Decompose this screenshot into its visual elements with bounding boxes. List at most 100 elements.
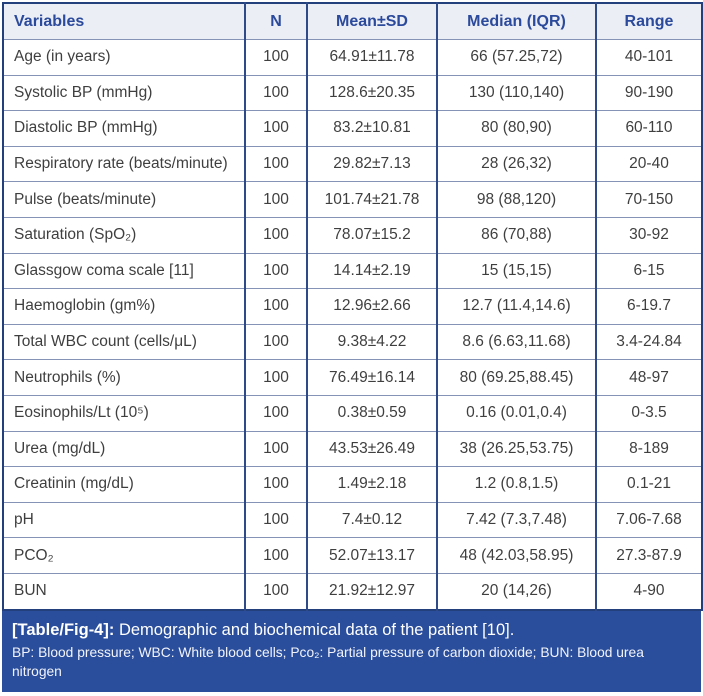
cell-median_iqr: 8.6 (6.63,11.68) bbox=[436, 323, 596, 360]
cell-median_iqr: 66 (57.25,72) bbox=[436, 39, 596, 76]
table-row: Respiratory rate (beats/minute) 100 29.82±… bbox=[3, 145, 702, 182]
cell-median_iqr: 20 (14,26) bbox=[436, 572, 596, 610]
cell-n: 100 bbox=[244, 181, 307, 218]
column-header-variable: Variables bbox=[3, 3, 245, 40]
caption-text: Demographic and biochemical data of the … bbox=[118, 620, 515, 639]
cell-range: 70-150 bbox=[595, 181, 702, 218]
cell-range: 27.3-87.9 bbox=[595, 537, 702, 574]
cell-median_iqr: 0.16 (0.01,0.4) bbox=[436, 394, 596, 432]
cell-variable: Pulse (beats/minute) bbox=[3, 181, 245, 218]
caption-label: [Table/Fig-4]: bbox=[12, 620, 115, 639]
table-row: Glassgow coma scale [11] 100 14.14±2.19 15 … bbox=[3, 252, 702, 289]
cell-n: 100 bbox=[244, 537, 307, 574]
caption-line: [Table/Fig-4]: Demographic and biochemic… bbox=[12, 619, 689, 641]
cell-mean_sd: 12.96±2.66 bbox=[306, 288, 437, 325]
cell-range: 7.06-7.68 bbox=[595, 501, 702, 538]
table-row: BUN 100 21.92±12.97 20 (14,26) 4-90 bbox=[3, 572, 702, 610]
table-row: Pulse (beats/minute) 100 101.74±21.78 98 (8… bbox=[3, 181, 702, 218]
cell-range: 0.1-21 bbox=[595, 466, 702, 503]
table-header-row: Variables N Mean±SD Median (IQR) Range bbox=[3, 3, 702, 40]
cell-n: 100 bbox=[244, 216, 307, 254]
cell-range: 48-97 bbox=[595, 359, 702, 396]
cell-n: 100 bbox=[244, 74, 307, 111]
table-row: PCO₂ 100 52.07±13.17 48 (42.03,58.95) 27.3-8… bbox=[3, 537, 702, 574]
table-body: Age (in years) 100 64.91±11.78 66 (57.25,72… bbox=[3, 39, 702, 610]
cell-median_iqr: 80 (69.25,88.45) bbox=[436, 359, 596, 396]
cell-variable: BUN bbox=[3, 572, 245, 610]
table-row: Total WBC count (cells/μL) 100 9.38±4.22 8.… bbox=[3, 323, 702, 360]
cell-range: 4-90 bbox=[595, 572, 702, 610]
cell-mean_sd: 7.4±0.12 bbox=[306, 501, 437, 538]
cell-n: 100 bbox=[244, 288, 307, 325]
cell-n: 100 bbox=[244, 394, 307, 432]
table-row: Urea (mg/dL) 100 43.53±26.49 38 (26.25,53.7… bbox=[3, 430, 702, 467]
table-row: pH 100 7.4±0.12 7.42 (7.3,7.48) 7.06-7.68 bbox=[3, 501, 702, 538]
cell-n: 100 bbox=[244, 252, 307, 289]
cell-range: 60-110 bbox=[595, 110, 702, 147]
cell-n: 100 bbox=[244, 501, 307, 538]
column-header-n: N bbox=[244, 3, 307, 40]
cell-n: 100 bbox=[244, 572, 307, 610]
cell-variable: PCO₂ bbox=[3, 537, 245, 574]
cell-variable: Eosinophils/Lt (10⁵) bbox=[3, 394, 245, 432]
cell-median_iqr: 12.7 (11.4,14.6) bbox=[436, 288, 596, 325]
cell-variable: Neutrophils (%) bbox=[3, 359, 245, 396]
table-row: Haemoglobin (gm%) 100 12.96±2.66 12.7 (11.4… bbox=[3, 288, 702, 325]
cell-variable: Systolic BP (mmHg) bbox=[3, 74, 245, 111]
table-row: Saturation (SpO₂) 100 78.07±15.2 86 (70,88)… bbox=[3, 216, 702, 254]
cell-mean_sd: 128.6±20.35 bbox=[306, 74, 437, 111]
data-table: Variables N Mean±SD Median (IQR) Range Age (… bbox=[2, 2, 703, 611]
cell-median_iqr: 7.42 (7.3,7.48) bbox=[436, 501, 596, 538]
column-header-median_iqr: Median (IQR) bbox=[436, 3, 596, 40]
cell-mean_sd: 43.53±26.49 bbox=[306, 430, 437, 467]
table-row: Eosinophils/Lt (10⁵) 100 0.38±0.59 0.16 (0.… bbox=[3, 394, 702, 432]
cell-range: 8-189 bbox=[595, 430, 702, 467]
cell-mean_sd: 101.74±21.78 bbox=[306, 181, 437, 218]
cell-n: 100 bbox=[244, 145, 307, 182]
cell-median_iqr: 28 (26,32) bbox=[436, 145, 596, 182]
column-header-mean_sd: Mean±SD bbox=[306, 3, 437, 40]
cell-mean_sd: 0.38±0.59 bbox=[306, 394, 437, 432]
cell-variable: Respiratory rate (beats/minute) bbox=[3, 145, 245, 182]
cell-median_iqr: 1.2 (0.8,1.5) bbox=[436, 466, 596, 503]
table-row: Systolic BP (mmHg) 100 128.6±20.35 130 (110… bbox=[3, 74, 702, 111]
cell-mean_sd: 1.49±2.18 bbox=[306, 466, 437, 503]
cell-variable: Diastolic BP (mmHg) bbox=[3, 110, 245, 147]
cell-variable: Age (in years) bbox=[3, 39, 245, 76]
cell-median_iqr: 15 (15,15) bbox=[436, 252, 596, 289]
cell-variable: Saturation (SpO₂) bbox=[3, 216, 245, 254]
cell-n: 100 bbox=[244, 39, 307, 76]
cell-n: 100 bbox=[244, 430, 307, 467]
cell-range: 6-15 bbox=[595, 252, 702, 289]
cell-range: 30-92 bbox=[595, 216, 702, 254]
cell-median_iqr: 130 (110,140) bbox=[436, 74, 596, 111]
cell-median_iqr: 86 (70,88) bbox=[436, 216, 596, 254]
cell-variable: Urea (mg/dL) bbox=[3, 430, 245, 467]
column-header-range: Range bbox=[595, 3, 702, 40]
table-head: Variables N Mean±SD Median (IQR) Range bbox=[3, 3, 702, 40]
cell-range: 40-101 bbox=[595, 39, 702, 76]
cell-variable: pH bbox=[3, 501, 245, 538]
cell-median_iqr: 48 (42.03,58.95) bbox=[436, 537, 596, 574]
cell-range: 0-3.5 bbox=[595, 394, 702, 432]
cell-mean_sd: 14.14±2.19 bbox=[306, 252, 437, 289]
cell-mean_sd: 29.82±7.13 bbox=[306, 145, 437, 182]
cell-mean_sd: 52.07±13.17 bbox=[306, 537, 437, 574]
table-row: Age (in years) 100 64.91±11.78 66 (57.25,72… bbox=[3, 39, 702, 76]
cell-mean_sd: 83.2±10.81 bbox=[306, 110, 437, 147]
cell-variable: Creatinin (mg/dL) bbox=[3, 466, 245, 503]
cell-mean_sd: 76.49±16.14 bbox=[306, 359, 437, 396]
cell-mean_sd: 21.92±12.97 bbox=[306, 572, 437, 610]
cell-variable: Total WBC count (cells/μL) bbox=[3, 323, 245, 360]
cell-range: 6-19.7 bbox=[595, 288, 702, 325]
cell-median_iqr: 38 (26.25,53.75) bbox=[436, 430, 596, 467]
cell-range: 20-40 bbox=[595, 145, 702, 182]
cell-mean_sd: 64.91±11.78 bbox=[306, 39, 437, 76]
cell-n: 100 bbox=[244, 323, 307, 360]
cell-n: 100 bbox=[244, 466, 307, 503]
cell-range: 3.4-24.84 bbox=[595, 323, 702, 360]
cell-median_iqr: 80 (80,90) bbox=[436, 110, 596, 147]
cell-range: 90-190 bbox=[595, 74, 702, 111]
table-row: Diastolic BP (mmHg) 100 83.2±10.81 80 (80,9… bbox=[3, 110, 702, 147]
